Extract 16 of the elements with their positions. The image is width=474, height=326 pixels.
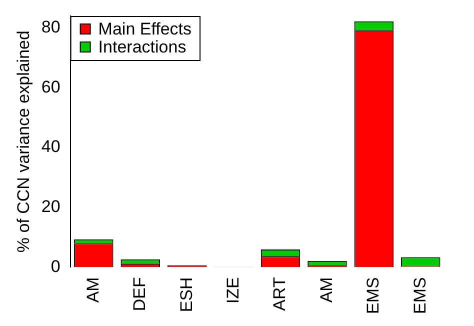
y-axis-title: % of CCN variance explained (14, 30, 33, 253)
legend-label: Interactions (98, 38, 186, 57)
y-tick-label: 80 (41, 18, 60, 37)
x-tick-label: IZE (223, 277, 242, 304)
x-tick-label: DEF (130, 277, 150, 312)
x-tick-label: AM (316, 277, 336, 303)
legend-label: Main Effects (98, 20, 192, 39)
x-tick-label: AM (83, 277, 102, 303)
x-tick-label: EMS (410, 277, 430, 314)
x-tick-label: ESH (176, 277, 196, 312)
x-tick-label: ART (270, 277, 290, 311)
y-tick-label: 40 (41, 137, 60, 156)
y-tick-label: 0 (50, 256, 60, 276)
y-tick-label: 60 (41, 77, 60, 96)
y-tick-label: 20 (41, 197, 60, 216)
x-tick-label: EMS (364, 277, 383, 314)
